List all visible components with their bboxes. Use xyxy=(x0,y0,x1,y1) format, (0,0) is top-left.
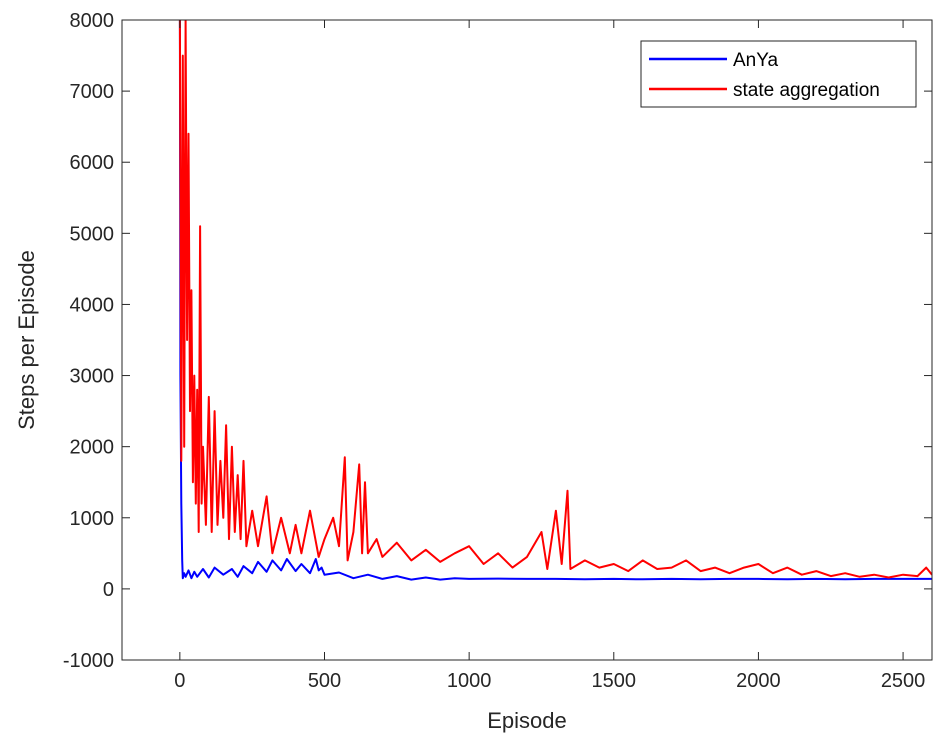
x-tick-label: 0 xyxy=(174,670,185,692)
plot-area xyxy=(121,19,933,661)
series-layer xyxy=(178,20,932,581)
legend-label: AnYa xyxy=(733,50,779,71)
y-tick-label: 7000 xyxy=(70,81,115,103)
y-tick-label: 6000 xyxy=(70,152,115,174)
x-tick-label: 500 xyxy=(308,670,341,692)
x-tick-label: 2500 xyxy=(881,670,926,692)
legend-box xyxy=(640,40,917,108)
y-tick-label: 0 xyxy=(103,579,114,601)
axes-box xyxy=(122,20,932,660)
y-axis-title: Steps per Episode xyxy=(14,250,39,430)
series-line-anya xyxy=(178,20,932,581)
y-tick-label: 4000 xyxy=(70,294,115,316)
y-tick-label: 5000 xyxy=(70,223,115,245)
x-tick-label: 1000 xyxy=(447,670,492,692)
y-tick-label: -1000 xyxy=(63,650,114,672)
axes-frame xyxy=(121,19,933,661)
y-tick-label: 3000 xyxy=(70,366,115,388)
legend-label: state aggregation xyxy=(733,80,880,101)
y-tick-label: 8000 xyxy=(70,10,115,32)
series-line-state-aggregation xyxy=(178,20,932,579)
x-axis: 0 500 1000 1500 2000 2500 xyxy=(174,20,925,692)
legend: AnYa state aggregation xyxy=(640,40,917,108)
y-tick-label: 2000 xyxy=(70,437,115,459)
y-tick-label: 1000 xyxy=(70,508,115,530)
y-axis: -1000 0 1000 2000 3000 4000 5000 6000 7000 8000 xyxy=(63,10,932,672)
x-tick-label: 1500 xyxy=(592,670,637,692)
x-tick-label: 2000 xyxy=(736,670,781,692)
x-axis-title: Episode xyxy=(487,708,567,733)
